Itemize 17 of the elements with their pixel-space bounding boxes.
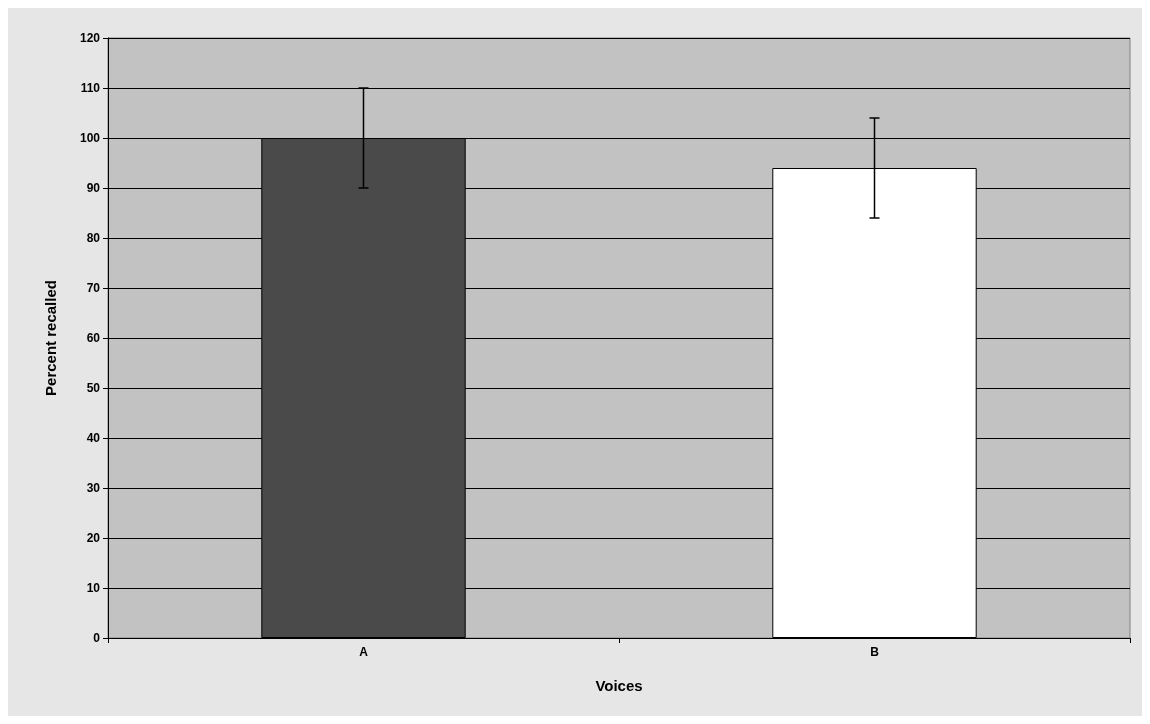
- x-tick-label: A: [359, 645, 369, 659]
- y-tick-label: 10: [86, 581, 101, 595]
- x-axis-title: Voices: [595, 677, 643, 694]
- y-tick-label: 100: [79, 131, 101, 145]
- y-tick-label: 50: [86, 381, 101, 395]
- y-tick-label: 0: [93, 631, 101, 645]
- y-tick-label: 40: [86, 431, 101, 445]
- y-tick-label: 80: [86, 231, 101, 245]
- y-tick-label: 70: [86, 281, 101, 295]
- x-tick-label: B: [870, 645, 880, 659]
- y-tick-label: 60: [86, 331, 101, 345]
- y-tick-label: 120: [79, 31, 101, 45]
- y-tick-label: 20: [86, 531, 101, 545]
- y-tick-label: 110: [80, 81, 101, 95]
- y-tick-label: 90: [86, 181, 101, 195]
- y-tick-label: 30: [86, 481, 101, 495]
- y-axis-title: Percent recalled: [42, 280, 59, 396]
